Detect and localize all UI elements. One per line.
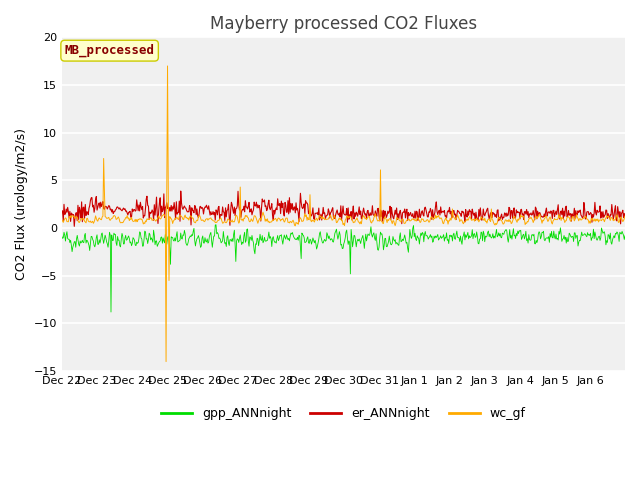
Title: Mayberry processed CO2 Fluxes: Mayberry processed CO2 Fluxes xyxy=(210,15,477,33)
Text: MB_processed: MB_processed xyxy=(65,44,155,57)
Y-axis label: CO2 Flux (urology/m2/s): CO2 Flux (urology/m2/s) xyxy=(15,128,28,280)
Legend: gpp_ANNnight, er_ANNnight, wc_gf: gpp_ANNnight, er_ANNnight, wc_gf xyxy=(156,402,531,425)
